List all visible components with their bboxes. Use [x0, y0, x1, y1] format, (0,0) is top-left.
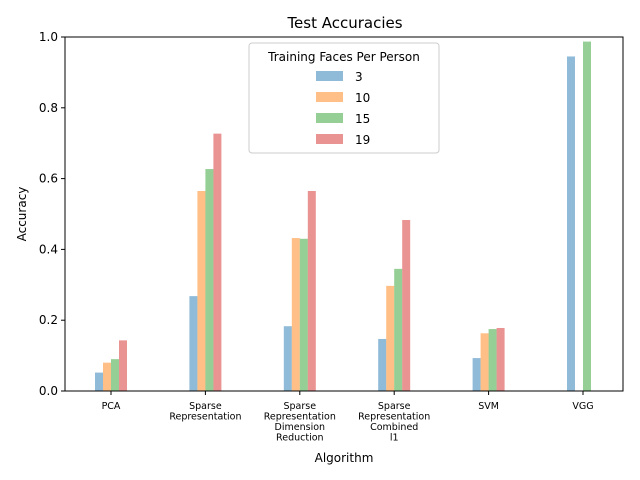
bar-series-19 [496, 327, 505, 391]
x-tick-label: Sparse [378, 401, 411, 412]
bar-series-15 [299, 238, 308, 391]
x-axis: PCA SparseRepresentationSparseRepresentat… [102, 391, 594, 444]
y-tick-label: 0.0 [39, 384, 58, 398]
x-tick-label: Representation [169, 412, 241, 423]
plot-frame [64, 36, 624, 392]
legend-swatch-10 [316, 92, 343, 102]
chart-title: Test Accuracies [286, 14, 402, 32]
bar-series-15 [488, 329, 497, 391]
legend-label-19: 19 [355, 133, 370, 147]
bar-series-19 [119, 340, 127, 391]
x-tick-label: Sparse [189, 401, 222, 412]
bar-series-3 [567, 56, 575, 391]
legend-label-3: 3 [355, 70, 363, 84]
x-tick-label: PCA [102, 401, 121, 412]
bar-series-10 [386, 285, 395, 391]
bar-series-10 [103, 362, 111, 391]
bar-series-3 [472, 358, 481, 391]
legend: Training Faces Per Person 3 10 15 19 [248, 42, 440, 154]
legend-title: Training Faces Per Person [267, 50, 420, 64]
bar-series-19 [213, 133, 222, 391]
x-tick-label: l1 [390, 433, 399, 444]
x-tick-label: VGG [572, 401, 593, 412]
x-tick-label: Dimension [275, 422, 326, 433]
x-tick-label: Combined [370, 422, 418, 433]
bar-series-15 [205, 169, 214, 391]
x-tick-label: Reduction [276, 433, 324, 444]
bar-series-19 [307, 190, 316, 391]
y-tick-label: 0.4 [39, 242, 58, 256]
y-tick-label: 0.6 [39, 172, 58, 186]
legend-label-10: 10 [355, 91, 370, 105]
y-tick-label: 0.2 [39, 313, 58, 327]
bar-series-19 [402, 220, 411, 391]
bar-series-15 [583, 41, 591, 392]
bars-group [95, 41, 591, 392]
bar-series-15 [394, 268, 403, 391]
x-tick-label: Representation [358, 412, 430, 423]
x-tick-label: Representation [264, 412, 336, 423]
legend-swatch-3 [316, 71, 343, 81]
x-tick-label: SVM [478, 401, 499, 412]
legend-swatch-15 [316, 113, 343, 123]
bar-series-3 [95, 372, 103, 391]
x-axis-label: Algorithm [315, 451, 374, 465]
bar-series-3 [283, 326, 292, 391]
bar-series-3 [378, 338, 387, 391]
bar-series-10 [291, 238, 300, 391]
y-axis-label: Accuracy [15, 187, 29, 242]
x-tick-label: Sparse [284, 401, 317, 412]
y-tick-label: 0.8 [39, 101, 58, 115]
bar-series-10 [480, 333, 489, 391]
y-axis: 0.0 0.2 0.4 0.6 0.8 1.0 [39, 30, 65, 398]
legend-box [248, 42, 440, 154]
legend-label-15: 15 [355, 112, 370, 126]
y-tick-label: 1.0 [39, 30, 58, 44]
bar-series-15 [111, 359, 119, 391]
legend-swatch-19 [316, 134, 343, 144]
bar-series-10 [197, 190, 206, 391]
bar-series-3 [189, 296, 198, 391]
